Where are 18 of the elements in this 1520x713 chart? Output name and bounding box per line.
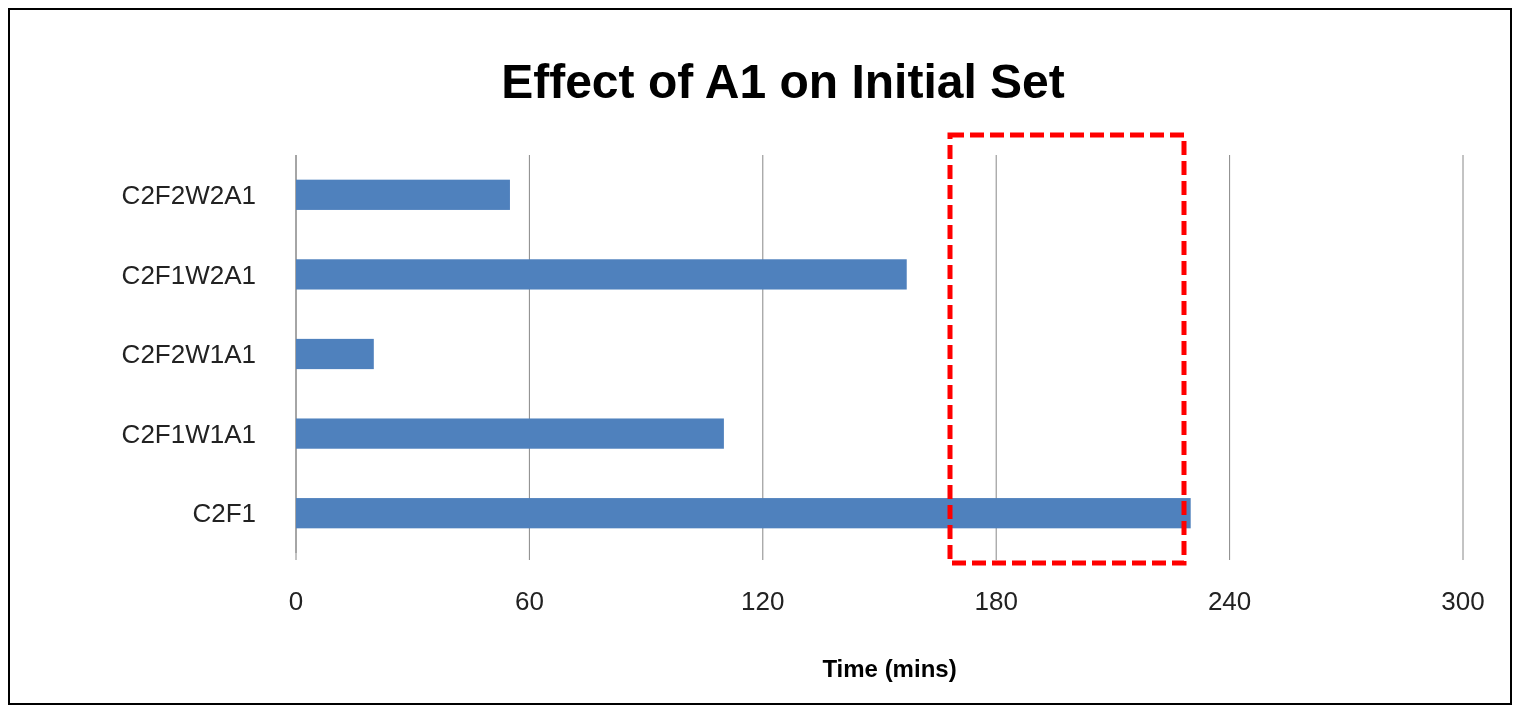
bar: [296, 498, 1191, 529]
bar: [296, 179, 510, 210]
bar: [296, 259, 907, 290]
x-tick-label: 120: [741, 586, 785, 616]
x-tick-label: 300: [1441, 586, 1485, 616]
bar: [296, 338, 374, 370]
y-tick-label: C2F1W1A1: [121, 418, 256, 449]
y-tick-label: C2F1: [192, 498, 256, 529]
x-axis-title: Time (mins): [822, 655, 957, 682]
chart-title: Effect of A1 on Initial Set: [501, 55, 1065, 108]
bar: [296, 418, 724, 449]
x-tick-label: 60: [514, 586, 544, 616]
y-tick-label: C2F1W2A1: [121, 259, 256, 290]
x-tick-label: 240: [1207, 586, 1252, 616]
x-tick-label: 0: [288, 586, 304, 616]
y-tick-label: C2F2W2A1: [121, 179, 256, 210]
x-tick-label: 180: [974, 586, 1018, 616]
y-tick-label: C2F2W1A1: [121, 339, 256, 370]
